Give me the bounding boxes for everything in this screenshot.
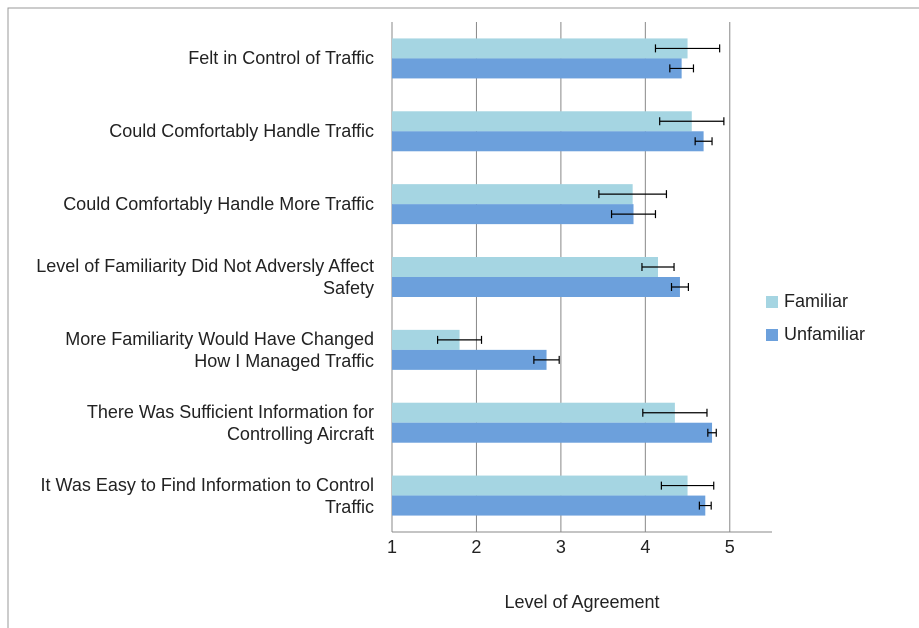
error-bar — [533, 355, 560, 364]
legend-label: Familiar — [784, 291, 848, 311]
error-bar — [659, 117, 725, 126]
bar — [392, 402, 675, 423]
error-bar — [437, 335, 483, 344]
y-tick-label: It Was Easy to Find Information to Contr… — [40, 474, 374, 517]
error-bar — [641, 263, 675, 271]
x-tick-label: 3 — [556, 537, 566, 557]
y-tick-label: Could Comfortably Handle More Traffic — [63, 194, 374, 215]
error-bar — [610, 210, 657, 219]
bar — [392, 422, 713, 443]
legend-label: Unfamiliar — [784, 324, 865, 344]
legend-swatch — [766, 329, 778, 341]
error-bar — [660, 481, 715, 490]
x-axis-title: Level of Agreement — [504, 592, 659, 612]
bar — [392, 475, 688, 496]
bar — [392, 131, 704, 152]
y-tick-label: There Was Sufficient Information for Con… — [86, 401, 374, 444]
bar — [392, 329, 460, 350]
error-bar — [642, 408, 708, 417]
error-bar — [707, 428, 717, 437]
chart-frame — [7, 7, 919, 628]
x-tick-label: 1 — [387, 537, 397, 557]
bar — [392, 184, 633, 205]
x-tick-label: 4 — [640, 537, 650, 557]
error-bar — [654, 44, 721, 53]
error-bar — [670, 283, 689, 291]
legend-swatch — [766, 296, 778, 308]
bar — [392, 111, 692, 132]
error-bar — [669, 64, 695, 73]
y-tick-label: Could Comfortably Handle Traffic — [109, 121, 374, 142]
y-tick-label: Level of Familiarity Did Not Adversly Af… — [36, 256, 374, 298]
bar — [392, 58, 682, 79]
error-bar — [598, 190, 668, 199]
x-tick-label: 2 — [471, 537, 481, 557]
x-tick-label: 5 — [725, 537, 735, 557]
bar — [392, 349, 547, 370]
bar — [392, 257, 658, 277]
bar — [392, 495, 706, 516]
error-bar — [694, 137, 713, 146]
bar — [392, 277, 680, 297]
bar — [392, 38, 688, 59]
error-bar — [698, 501, 712, 510]
bar — [392, 204, 634, 225]
y-tick-label: More Familiarity Would Have Changed How … — [65, 328, 374, 371]
y-tick-label: Felt in Control of Traffic — [188, 48, 374, 69]
